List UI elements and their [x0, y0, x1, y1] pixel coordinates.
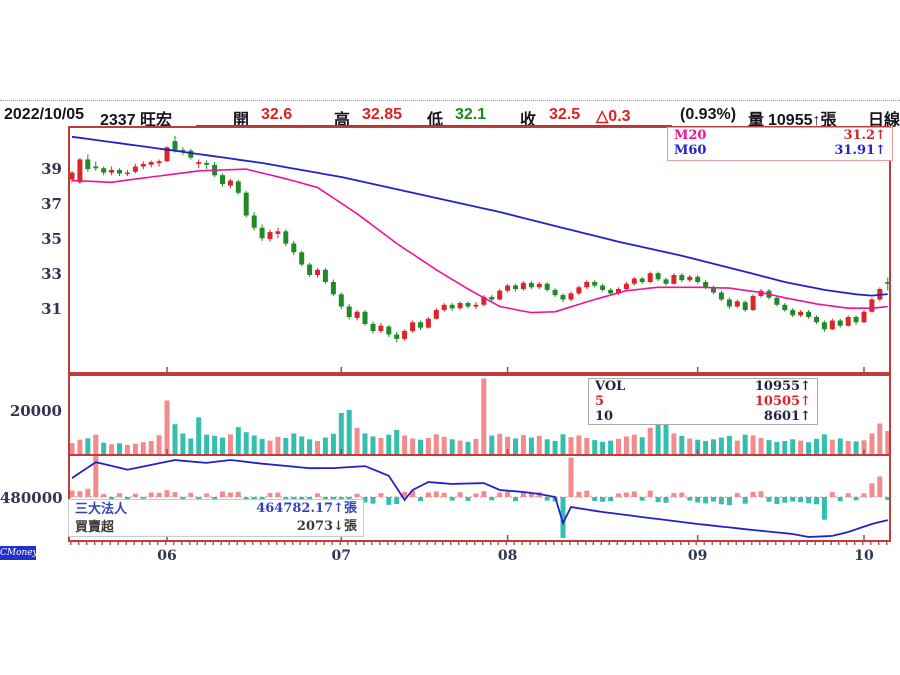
open-label: 開	[233, 112, 250, 129]
inst-tick-480000: 480000	[0, 489, 63, 507]
vol-ma5-label: 5	[595, 394, 605, 409]
inst-line-value: 464782.17↑張	[256, 501, 357, 516]
vol-value: 10955↑	[754, 379, 811, 394]
price-tick-37: 37	[41, 195, 62, 213]
price-chart-panel[interactable]	[68, 126, 891, 374]
inst-title: 三大法人	[75, 501, 128, 516]
volume-legend-box: VOL 10955↑ 5 10505↑ 10 8601↑	[588, 378, 818, 425]
top-separator-line	[0, 100, 900, 101]
x-axis-label-08: 08	[497, 548, 518, 564]
x-axis-label-06: 06	[157, 548, 177, 564]
vol-label: VOL	[595, 379, 626, 394]
inst-row2-label: 買賣超	[75, 519, 115, 534]
m20-value: 31.2↑	[843, 128, 886, 143]
volume-label: 量	[748, 112, 765, 129]
institutional-legend-box: 三大法人 464782.17↑張 買賣超 2073↓張	[68, 499, 364, 537]
x-axis-label-07: 07	[331, 548, 351, 564]
price-tick-35: 35	[41, 230, 62, 248]
m60-label: M60	[674, 143, 707, 158]
cmoney-logo[interactable]: CMoney	[0, 546, 38, 560]
inst-row2-value: 2073↓張	[296, 519, 357, 534]
price-tick-31: 31	[41, 300, 62, 318]
low-label: 低	[427, 112, 444, 129]
stock-name: 2337 旺宏	[100, 112, 173, 129]
volume-bars-chart[interactable]	[70, 376, 889, 454]
high-value: 32.85	[362, 106, 403, 123]
close-value: 32.5	[549, 106, 581, 123]
vol-ma5-value: 10505↑	[754, 394, 811, 409]
low-value: 32.1	[455, 106, 487, 123]
price-tick-33: 33	[41, 265, 62, 283]
daily-tick-row	[70, 542, 890, 545]
m20-label: M20	[674, 128, 707, 143]
close-label: 收	[520, 112, 537, 129]
volume-value: 10955↑張	[768, 112, 837, 129]
volume-tick-20000: 20000	[9, 402, 62, 420]
institutional-chart-panel[interactable]	[68, 454, 891, 542]
date-label: 2022/10/05	[4, 106, 85, 123]
ma-legend-box: M20 31.2↑ M60 31.91↑	[667, 127, 893, 161]
open-value: 32.6	[261, 106, 293, 123]
vol-ma10-value: 8601↑	[763, 409, 811, 424]
price-tick-39: 39	[41, 160, 62, 178]
period-label[interactable]: 日線	[868, 112, 900, 129]
x-axis-label-10: 10	[854, 548, 874, 564]
change-value: △0.3	[596, 108, 631, 125]
m60-value: 31.91↑	[834, 143, 886, 158]
vol-ma10-label: 10	[595, 409, 614, 424]
candlestick-chart[interactable]	[70, 128, 889, 372]
x-axis-label-09: 09	[687, 548, 708, 564]
change-percent: (0.93%)	[680, 106, 737, 123]
high-label: 高	[334, 112, 351, 129]
